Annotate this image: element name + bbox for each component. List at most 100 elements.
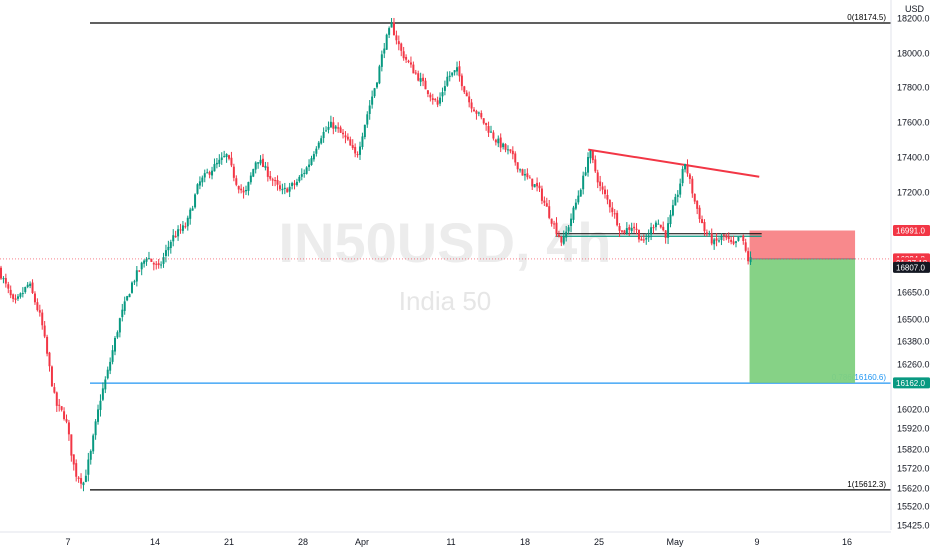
candle-body [417,73,420,81]
candle-body [480,113,483,118]
candle-body [703,222,706,232]
price-axis[interactable]: USD 18200.0 18000.0 17800.0 17600.0 17400.0 1… [890,0,930,531]
y-tick-label: 17400.0 [897,153,930,163]
watermark-name: India 50 [399,286,492,316]
candle-body [635,228,638,230]
candle-body [147,258,150,260]
candle-body [220,157,223,161]
candle-body [133,281,136,283]
x-tick-label: 11 [446,537,455,547]
stop-loss-zone [749,230,856,259]
candle-body [402,51,405,59]
y-tick-label: 17800.0 [897,83,930,93]
candle-body [43,325,46,337]
candle-body [395,35,398,41]
candle-body [104,379,107,390]
candle-body [589,151,592,159]
candle-body [482,118,485,124]
candle-body [608,199,611,208]
candle-body [492,132,495,139]
candle-body [710,233,713,244]
candle-body [557,234,560,237]
time-axis[interactable]: 7 14 21 28 Apr 11 18 25 May 9 16 [0,531,891,547]
y-tick-label: 18200.0 [897,14,930,24]
candle-body [0,267,2,279]
candle-body [198,181,201,186]
candle-body [208,172,211,175]
candle-body [431,98,434,101]
candle-body [669,214,672,225]
candle-body [196,184,199,194]
candle-body [594,159,597,172]
candle-body [261,158,264,168]
candle-body [286,188,289,193]
candle-body [519,169,522,171]
candle-body [274,180,277,182]
candle-body [38,310,41,313]
fib-level-label: 0(18174.5) [847,13,886,22]
candle-body [172,235,175,242]
candle-body [257,162,260,164]
candle-body [713,239,716,245]
candle-body [111,350,114,362]
candle-body [291,183,294,186]
candle-body [346,136,349,140]
candle-body [135,270,138,282]
candle-body [242,190,245,193]
drawing-layer[interactable]: 0(18174.5) 0.786(16160.6) 1(15612.3) [90,13,891,491]
candle-body [548,206,551,218]
y-tick-label: 16020.0 [897,405,930,415]
y-tick-label: 15820.0 [897,445,930,455]
candle-body [654,222,657,228]
y-tick-label: 15520.0 [897,502,930,512]
candle-body [349,139,352,146]
candle-body [567,227,570,232]
candle-body [613,213,616,215]
candle-body [511,150,514,155]
y-tick-label: 15920.0 [897,424,930,434]
candle-body [101,388,104,400]
candle-body [536,182,539,187]
candle-body [383,48,386,54]
candle-body [397,41,400,45]
candle-body [409,62,412,65]
candle-body [633,226,636,229]
candle-body [504,144,507,150]
candle-body [225,154,228,158]
candle-body [368,105,371,114]
candle-body [705,232,708,234]
price-badge-label: 16162.0 [896,379,925,388]
candle-body [41,312,44,326]
candle-body [645,237,648,240]
candle-body [114,337,117,352]
candle-body [652,227,655,229]
candle-body [526,173,529,178]
candle-body [572,207,575,220]
candle-body [351,145,354,149]
candle-body [295,181,298,186]
candle-body [574,202,577,209]
symbol-watermark: IN50USD, 4h India 50 [279,211,612,316]
candle-body [254,162,257,170]
candle-body [453,70,456,73]
y-tick-label: 15620.0 [897,484,930,494]
candle-body [215,162,218,165]
candle-body [70,434,73,456]
y-tick-label: 15425.0 [897,521,930,531]
candle-body [342,132,345,135]
candle-body [422,77,425,82]
candle-body [354,146,357,154]
candle-body [305,167,308,174]
candle-body [191,208,194,211]
candle-body [637,229,640,240]
candle-body [53,387,56,393]
candle-body [75,463,78,477]
candle-body [82,482,85,486]
candle-body [160,264,163,266]
candle-body [485,122,488,126]
candle-body [2,278,5,280]
candle-body [674,196,677,206]
candle-body [31,282,34,293]
candle-body [223,156,226,158]
